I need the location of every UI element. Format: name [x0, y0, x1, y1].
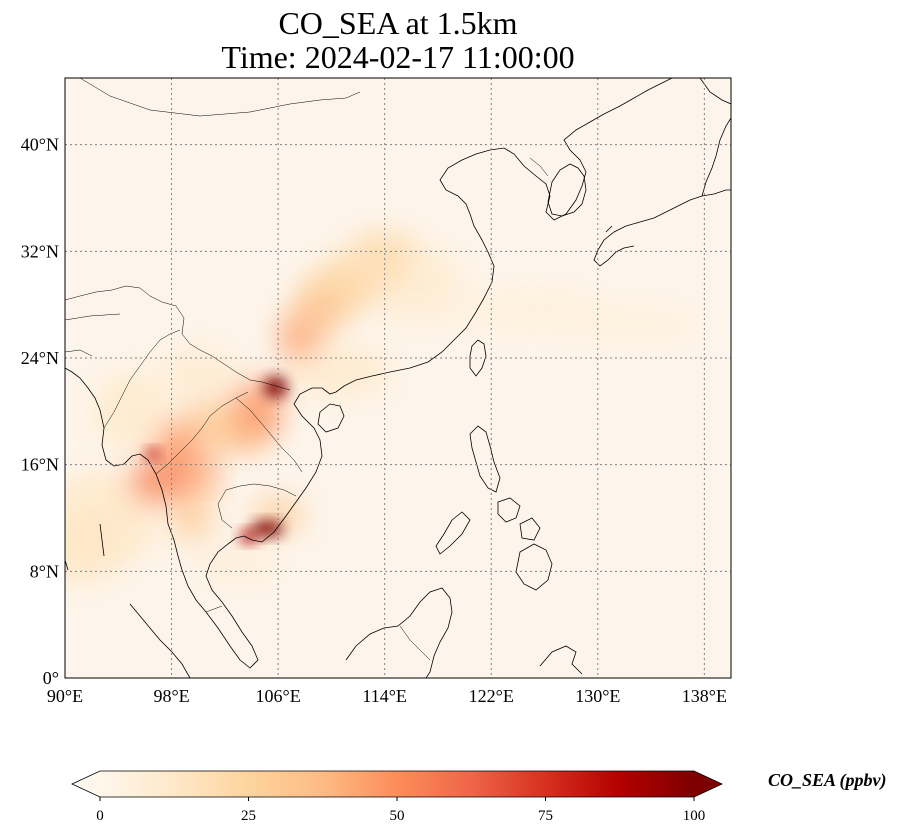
colorbar-ticks: 0 25 50 75 100	[96, 797, 705, 824]
latitude-tick-label: 0°	[43, 668, 59, 688]
border-china-south	[65, 285, 291, 391]
co-concentration-field	[65, 230, 705, 585]
coastlines	[65, 78, 731, 678]
border-northkorea	[529, 157, 549, 177]
latitude-tick-label: 40°N	[21, 135, 59, 155]
axis-tick-labels: 90°E 98°E 106°E 114°E 122°E 130°E 138°E 0° 8°N 16…	[21, 135, 727, 706]
co-plume	[198, 544, 279, 585]
co-plume	[276, 316, 320, 360]
korea-coastline	[547, 163, 587, 217]
country-borders	[65, 78, 549, 661]
border-borneo	[399, 625, 431, 661]
longitude-tick-label: 90°E	[47, 686, 83, 706]
colorbar-label: CO_SEA (ppbv)	[768, 770, 887, 790]
colorbar-tick-label: 25	[241, 808, 256, 824]
latitude-tick-label: 16°N	[21, 455, 59, 475]
hainan-coastline	[317, 403, 345, 433]
mindanao-coastline	[515, 543, 553, 591]
visayas-coastline	[497, 497, 541, 541]
co-plume	[170, 479, 213, 544]
graticule	[65, 78, 731, 678]
japan-coastline	[593, 117, 731, 267]
map-panel	[64, 77, 732, 679]
taiwan-coastline	[469, 339, 487, 377]
border-thai-cambodia	[217, 489, 233, 529]
co-plume	[352, 230, 417, 273]
andaman-coastline	[99, 523, 105, 557]
longitude-tick-label: 138°E	[682, 686, 727, 706]
border-mongolia	[79, 78, 361, 117]
longitude-tick-label: 106°E	[256, 686, 301, 706]
co-plume	[91, 371, 172, 452]
longitude-tick-label: 114°E	[362, 686, 407, 706]
colorbar-tick-label: 50	[390, 808, 405, 824]
map-title: CO_SEA at 1.5km Time: 2024-02-17 11:00:0…	[65, 6, 731, 74]
colorbar-max-extension	[694, 771, 722, 797]
latitude-tick-label: 24°N	[21, 348, 59, 368]
border-bangladesh	[65, 349, 93, 357]
map-border	[64, 77, 732, 679]
latitude-tick-label: 8°N	[30, 561, 59, 581]
sumatra-coastline	[129, 603, 191, 678]
colorbar-body	[100, 771, 694, 797]
longitude-tick-label: 122°E	[469, 686, 514, 706]
mainland-coastline	[65, 78, 673, 669]
hokkaido-coastline	[699, 78, 731, 105]
title-line-2: Time: 2024-02-17 11:00:00	[221, 39, 575, 75]
longitude-tick-label: 98°E	[153, 686, 189, 706]
colorbar: 0 25 50 75 100	[71, 770, 723, 824]
border-malaysia	[205, 605, 223, 613]
co-plume	[146, 448, 160, 460]
sulawesi-coastline	[539, 645, 583, 675]
co-plume	[251, 520, 284, 537]
luzon-coastline	[469, 425, 501, 493]
border-india	[65, 313, 121, 321]
longitude-tick-label: 130°E	[575, 686, 620, 706]
co-plume	[131, 459, 180, 502]
colorbar-tick-label: 0	[96, 808, 104, 824]
border-cambodia	[225, 483, 297, 497]
co-plume	[65, 518, 119, 585]
co-plume	[158, 344, 239, 399]
border-myanmar	[103, 329, 181, 429]
co-plume	[451, 290, 612, 333]
palawan-coastline	[435, 511, 471, 555]
title-line-1: CO_SEA at 1.5km	[278, 5, 518, 41]
border-laos-vietnam	[235, 397, 303, 473]
latitude-tick-label: 32°N	[21, 241, 59, 261]
colorbar-min-extension	[72, 771, 100, 797]
colorbar-tick-label: 100	[683, 808, 706, 824]
borneo-coastline	[345, 587, 453, 678]
co-plume	[263, 376, 288, 399]
colorbar-tick-label: 75	[538, 808, 553, 824]
